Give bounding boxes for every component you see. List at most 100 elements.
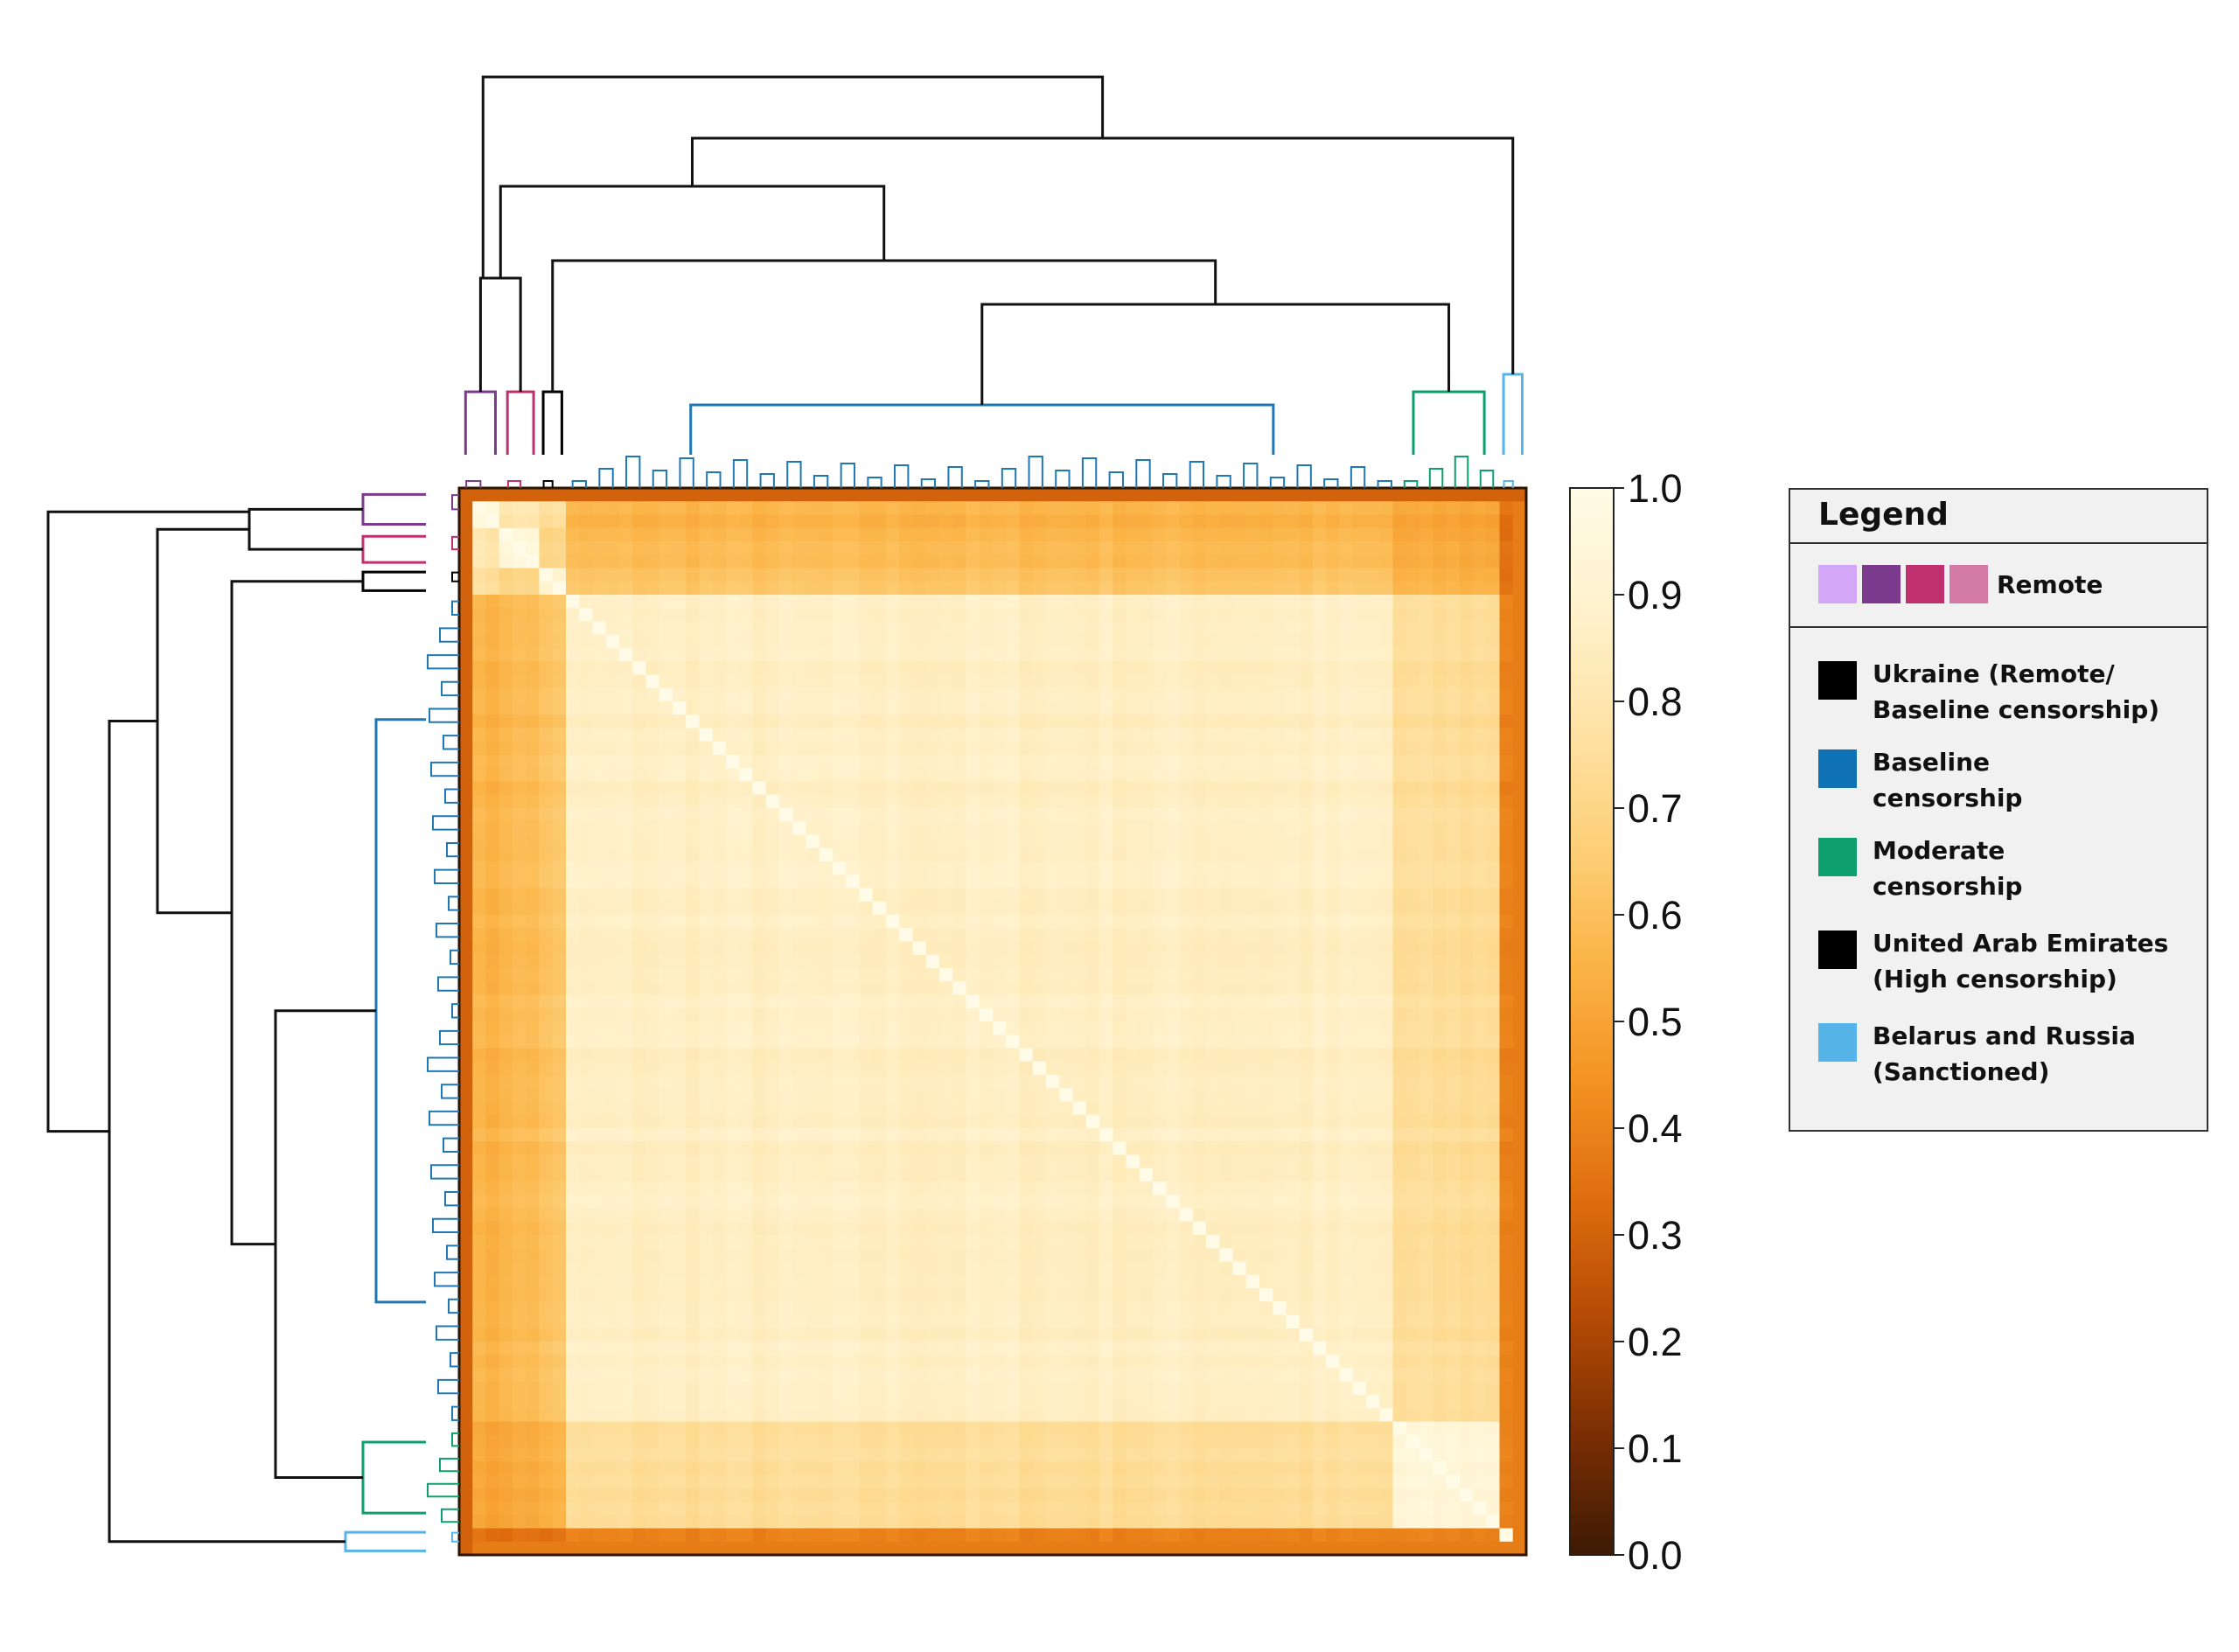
- heatmap-cell: [1459, 808, 1474, 822]
- heatmap-cell: [605, 1048, 620, 1063]
- heatmap-cell: [1179, 808, 1194, 822]
- heatmap-cell: [872, 755, 887, 769]
- heatmap-cell: [1419, 1128, 1433, 1142]
- heatmap-cell: [1473, 994, 1487, 1009]
- heatmap-cell: [1179, 768, 1194, 783]
- heatmap-cell: [979, 728, 994, 742]
- heatmap-cell: [659, 1114, 673, 1129]
- heatmap-cell: [552, 1154, 567, 1169]
- heatmap-cell: [1259, 755, 1273, 769]
- heatmap-cell: [579, 1274, 594, 1289]
- heatmap-cell: [1339, 1154, 1354, 1169]
- heatmap-cell: [1339, 608, 1354, 623]
- heatmap-cell: [592, 488, 607, 502]
- heatmap-cell: [819, 1021, 834, 1035]
- heatmap-cell: [872, 1021, 887, 1035]
- heatmap-cell: [966, 514, 980, 529]
- heatmap-cell: [912, 648, 927, 662]
- heatmap-cell: [1433, 941, 1447, 956]
- heatmap-cell: [673, 1075, 687, 1089]
- heatmap-cell: [1405, 648, 1420, 662]
- heatmap-cell: [939, 1101, 953, 1116]
- heatmap-cell: [673, 821, 687, 836]
- heatmap-cell: [485, 1007, 500, 1022]
- heatmap-cell: [539, 1021, 554, 1035]
- heatmap-cell: [1326, 648, 1341, 662]
- heatmap-cell: [726, 968, 740, 982]
- heatmap-cell: [1299, 1208, 1314, 1223]
- heatmap-cell: [1405, 794, 1420, 809]
- heatmap-cell: [846, 1208, 861, 1223]
- heatmap-cell: [1099, 621, 1113, 636]
- heatmap-cell: [459, 755, 473, 769]
- heatmap-cell: [485, 928, 500, 943]
- heatmap-cell: [712, 648, 727, 662]
- heatmap-cell: [1099, 821, 1113, 836]
- heatmap-cell: [859, 768, 874, 783]
- heatmap-cell: [1339, 1168, 1354, 1182]
- heatmap-cell: [499, 781, 513, 796]
- heatmap-cell: [1433, 527, 1447, 542]
- heatmap-cell: [1046, 1181, 1060, 1195]
- heatmap-cell: [1459, 1035, 1474, 1049]
- heatmap-cell: [899, 1195, 914, 1209]
- heatmap-cell: [1232, 1274, 1247, 1289]
- heatmap-cell: [619, 621, 633, 636]
- heatmap-cell: [485, 794, 500, 809]
- heatmap-cell: [1085, 1168, 1100, 1182]
- heatmap-cell: [739, 1035, 754, 1049]
- heatmap-cell: [846, 901, 861, 916]
- heatmap-cell: [1446, 1301, 1461, 1316]
- heatmap-cell: [699, 954, 714, 969]
- heatmap-cell: [1459, 1088, 1474, 1103]
- heatmap-cell: [1392, 768, 1407, 783]
- heatmap-cell: [472, 994, 487, 1009]
- heatmap-cell: [1085, 648, 1100, 662]
- heatmap-cell: [1206, 1301, 1220, 1316]
- heatmap-cell: [899, 1288, 914, 1302]
- heatmap-cell: [1245, 1088, 1260, 1103]
- heatmap-cell: [792, 527, 807, 542]
- heatmap-cell: [1059, 687, 1074, 702]
- heatmap-cell: [1313, 1168, 1327, 1182]
- heatmap-cell: [673, 968, 687, 982]
- heatmap-cell: [1326, 527, 1341, 542]
- heatmap-cell: [925, 1181, 940, 1195]
- heatmap-cell: [659, 554, 673, 569]
- heatmap-cell: [1153, 1075, 1167, 1089]
- heatmap-cell: [846, 981, 861, 996]
- heatmap-cell: [1153, 781, 1167, 796]
- heatmap-cell: [1099, 568, 1113, 582]
- heatmap-cell: [1206, 781, 1220, 796]
- heatmap-cell: [872, 1208, 887, 1223]
- heatmap-cell: [979, 714, 994, 729]
- heatmap-cell: [699, 794, 714, 809]
- heatmap-cell: [1006, 1235, 1021, 1249]
- heatmap-cell: [806, 1221, 820, 1236]
- heatmap-cell: [1019, 701, 1034, 715]
- heatmap-cell: [1019, 621, 1034, 636]
- heatmap-cell: [1459, 674, 1474, 689]
- heatmap-cell: [1405, 714, 1420, 729]
- heatmap-cell: [872, 968, 887, 982]
- heatmap-cell: [779, 1301, 793, 1316]
- heatmap-cell: [859, 648, 874, 662]
- heatmap-cell: [1166, 581, 1181, 596]
- heatmap-cell: [1512, 1221, 1527, 1236]
- heatmap-cell: [526, 941, 541, 956]
- heatmap-cell: [1352, 501, 1367, 516]
- heatmap-cell: [1206, 1141, 1220, 1156]
- heatmap-cell: [752, 1274, 767, 1289]
- heatmap-cell: [979, 595, 994, 609]
- heatmap-cell: [645, 1021, 660, 1035]
- heatmap-cell: [1366, 634, 1380, 649]
- heatmap-cell: [899, 714, 914, 729]
- heatmap-cell: [819, 755, 834, 769]
- heatmap-cell: [673, 888, 687, 903]
- heatmap-cell: [1113, 568, 1127, 582]
- heatmap-cell: [1139, 1235, 1154, 1249]
- heatmap-cell: [1153, 1061, 1167, 1076]
- heatmap-cell: [1499, 568, 1514, 582]
- heatmap-cell: [779, 808, 793, 822]
- heatmap-cell: [806, 581, 820, 596]
